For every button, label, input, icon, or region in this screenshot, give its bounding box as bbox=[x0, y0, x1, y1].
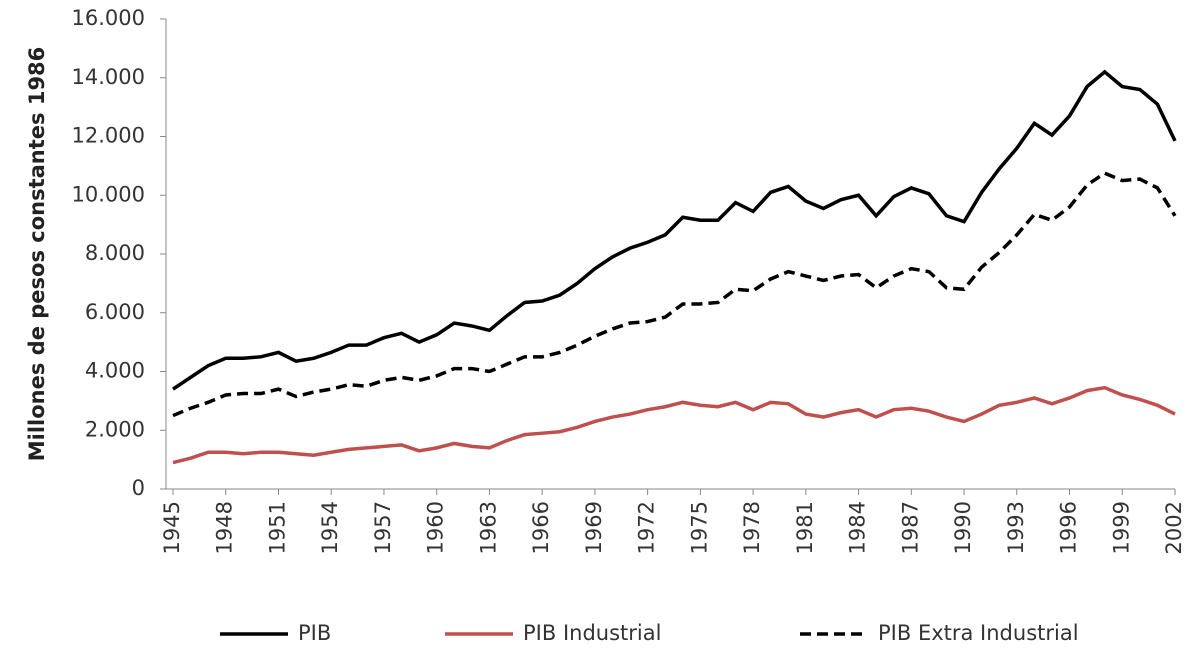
x-tick-label: 1996 bbox=[1057, 501, 1081, 554]
legend-label: PIB Industrial bbox=[523, 621, 661, 645]
x-tick-label: 1993 bbox=[1004, 501, 1028, 554]
x-tick-label: 1987 bbox=[898, 501, 922, 554]
x-tick-label: 1999 bbox=[1109, 501, 1133, 554]
x-tick-label: 1978 bbox=[740, 501, 764, 554]
y-tick-label: 12.000 bbox=[72, 124, 145, 148]
y-tick-label: 14.000 bbox=[72, 65, 145, 89]
y-tick-label: 8.000 bbox=[85, 241, 145, 265]
x-tick-label: 1960 bbox=[424, 501, 448, 554]
x-tick-label: 1972 bbox=[635, 501, 659, 554]
y-axis-label: Millones de pesos constantes 1986 bbox=[25, 47, 49, 462]
x-tick-label: 1954 bbox=[318, 501, 342, 554]
y-tick-label: 10.000 bbox=[72, 182, 145, 206]
x-tick-label: 1963 bbox=[476, 501, 500, 554]
x-tick-label: 1945 bbox=[160, 501, 184, 554]
x-tick-label: 1975 bbox=[687, 501, 711, 554]
y-tick-label: 0 bbox=[132, 476, 145, 500]
x-tick-label: 1969 bbox=[582, 501, 606, 554]
series-line bbox=[172, 171, 1177, 418]
x-tick-label: 1990 bbox=[951, 501, 975, 554]
legend-label: PIB bbox=[298, 621, 331, 645]
x-tick-label: 1984 bbox=[846, 501, 870, 554]
x-tick-label: 1981 bbox=[793, 501, 817, 554]
series-line bbox=[172, 385, 1176, 465]
x-tick-label: 1951 bbox=[265, 501, 289, 554]
x-tick-label: 1948 bbox=[213, 501, 237, 554]
x-tick-label: 1966 bbox=[529, 501, 553, 554]
x-tick-label: 2002 bbox=[1162, 501, 1186, 554]
y-tick-label: 2.000 bbox=[85, 417, 145, 441]
legend-label: PIB Extra Industrial bbox=[878, 621, 1079, 645]
series-line bbox=[172, 69, 1177, 391]
y-tick-label: 4.000 bbox=[85, 359, 145, 383]
x-tick-label: 1957 bbox=[371, 501, 395, 554]
y-tick-label: 6.000 bbox=[85, 300, 145, 324]
y-tick-label: 16.000 bbox=[72, 6, 145, 30]
